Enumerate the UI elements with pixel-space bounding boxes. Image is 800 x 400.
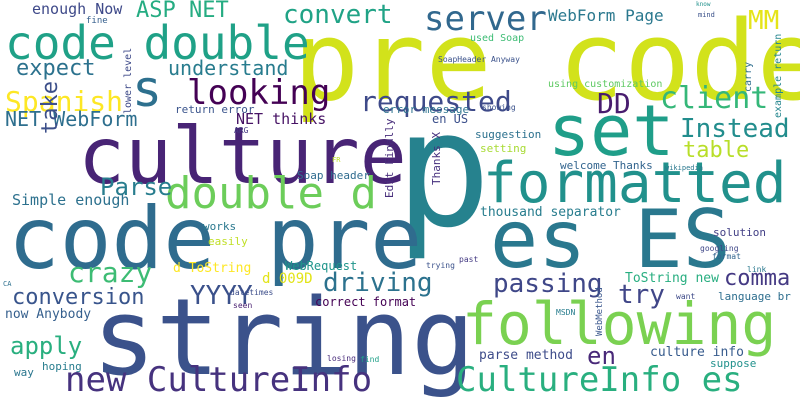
word: googling — [700, 244, 739, 253]
word: passing — [493, 269, 603, 299]
word: take — [38, 81, 63, 134]
word: seen — [233, 301, 253, 310]
word: try — [618, 280, 665, 310]
word: comma — [724, 266, 791, 291]
word: carry — [743, 61, 754, 92]
word: d ToString — [173, 261, 252, 276]
word: d 009D — [262, 271, 313, 287]
word: WebForm Page — [548, 6, 664, 25]
word: lower level — [123, 47, 134, 114]
word: culture — [78, 112, 407, 202]
word: easily — [208, 235, 248, 248]
word: mind — [698, 11, 715, 19]
word: setting — [480, 142, 527, 155]
word: past — [459, 255, 479, 264]
word: driving — [323, 268, 433, 298]
word: client — [660, 81, 769, 116]
word: find — [360, 355, 380, 364]
word: WebRequest — [285, 259, 358, 273]
word: correct format — [315, 295, 417, 309]
word: YYYY — [190, 281, 253, 311]
word: know — [696, 1, 711, 8]
word: server — [424, 0, 547, 39]
word: trying — [426, 261, 455, 270]
word: understand — [168, 56, 289, 80]
word: ARG — [234, 126, 249, 135]
word: ToString new — [625, 271, 719, 286]
word: Thanks X — [430, 132, 443, 185]
word: CultureInfo es — [456, 360, 743, 400]
word: WebMethod — [595, 287, 605, 336]
word: code pre — [8, 189, 423, 289]
word: Soap header — [297, 169, 370, 182]
word: CA — [3, 280, 12, 288]
word: code double — [5, 16, 310, 70]
word: solution — [713, 226, 766, 239]
word: MSDN — [556, 308, 576, 317]
word: suggestion — [475, 128, 542, 141]
word: new CultureInfo — [65, 360, 373, 400]
word: NET thinks — [236, 110, 327, 128]
word: looking — [187, 73, 331, 113]
word: losing — [327, 354, 356, 363]
word: works — [203, 220, 237, 233]
word: hoping — [42, 360, 82, 373]
word: expect — [16, 56, 96, 81]
word: conversion — [12, 285, 145, 310]
word: formatted — [483, 151, 787, 216]
word: datetimes — [230, 288, 274, 297]
word: way — [14, 366, 34, 379]
word: Spanish — [5, 85, 124, 118]
word: now Anybody — [5, 307, 92, 322]
word: p — [395, 76, 492, 263]
word: FR — [332, 156, 341, 164]
word: pre code — [293, 0, 800, 125]
word: DD — [597, 87, 631, 120]
word: following — [462, 290, 777, 358]
word: NET WebForm — [5, 107, 138, 131]
word: wikipedia — [665, 164, 703, 172]
word: culture info — [650, 345, 744, 360]
word: link — [747, 265, 767, 274]
word: enough Now — [32, 0, 123, 18]
word: format — [712, 252, 741, 261]
word: Simple enough — [12, 191, 130, 209]
word: using customization — [548, 79, 663, 90]
word: set — [548, 90, 675, 172]
word: fine — [86, 16, 108, 26]
word: double d — [165, 168, 377, 219]
word: s — [132, 60, 163, 118]
word: crazy — [68, 256, 153, 289]
word: MM — [748, 6, 780, 36]
word: requested — [360, 85, 512, 118]
word: SoapHeader Anyway — [438, 55, 520, 64]
word: es ES — [490, 193, 731, 286]
word: language br — [718, 290, 791, 303]
word: en US — [432, 112, 469, 126]
word: Parse — [100, 173, 173, 201]
word: en — [587, 342, 616, 370]
word: error message — [383, 103, 470, 116]
word: ASP NET — [136, 0, 229, 23]
word: welcome Thanks — [560, 159, 653, 172]
word: parse method — [479, 348, 573, 363]
word: example return — [773, 33, 784, 118]
word: table — [683, 138, 750, 163]
word: suppose — [710, 357, 757, 370]
word: used Soap — [470, 33, 525, 44]
word: return error — [175, 103, 255, 116]
word: apply — [10, 332, 83, 360]
word: string — [92, 276, 475, 399]
word: thousand separator — [480, 205, 621, 220]
word: want — [676, 292, 696, 301]
word: Edit Finally — [383, 118, 396, 198]
word: convert — [283, 0, 393, 30]
word: showing — [482, 103, 516, 112]
word: Instead — [680, 114, 790, 144]
